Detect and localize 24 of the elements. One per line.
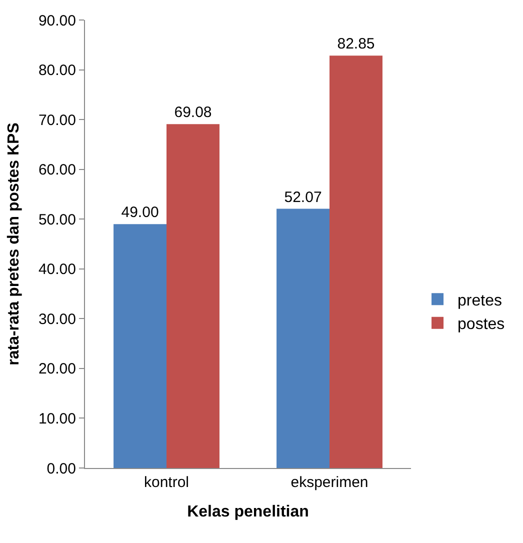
data-label: 69.08 [174,104,212,122]
legend-label: postes [458,316,505,334]
y-tick-label: 30.00 [38,310,76,328]
y-tick-label: 20.00 [38,360,76,378]
bar [114,224,166,468]
y-axis-title: rata-rata pretes dan postes KPS [5,122,22,366]
y-tick-label: 10.00 [38,410,76,428]
y-tick-label: 90.00 [38,12,76,30]
y-tick-label: 40.00 [38,261,76,278]
y-tick-label: 70.00 [38,112,76,129]
data-label: 49.00 [121,204,159,222]
x-tick-label: kontrol [144,474,190,491]
y-tick-label: 50.00 [38,211,76,228]
bar [276,208,330,468]
y-tick-label: 60.00 [38,162,76,179]
data-label: 82.85 [337,36,375,53]
y-tick-label: 0.00 [46,460,76,478]
legend-label: pretes [458,292,502,310]
y-tick-label: 80.00 [38,62,76,80]
x-axis-title: Kelas penelitian [187,504,309,521]
data-label: 52.07 [284,188,322,206]
bar [166,124,220,468]
bar [330,56,382,468]
x-tick-label: eksperimen [290,474,368,491]
